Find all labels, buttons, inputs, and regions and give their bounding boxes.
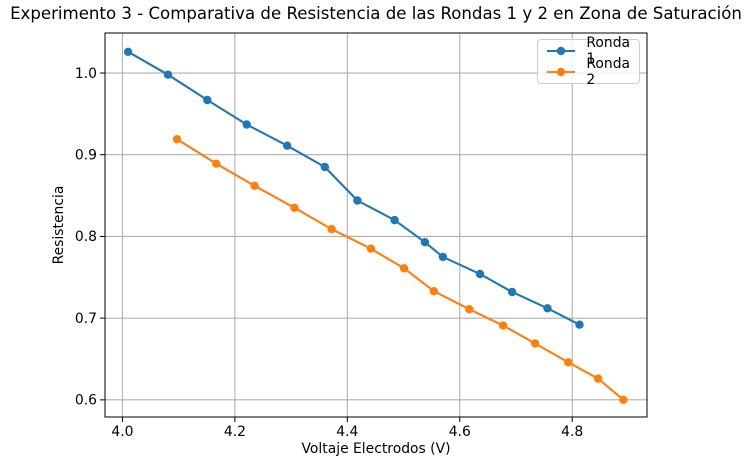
data-point	[290, 203, 299, 212]
x-tick-label: 4.6	[449, 424, 471, 440]
axes-spines	[104, 32, 648, 418]
x-tick-label: 4.8	[561, 424, 583, 440]
data-point	[420, 238, 430, 247]
x-axis-label: Voltaje Electrodos (V)	[301, 441, 451, 457]
data-point	[530, 339, 540, 348]
y-tick-label: 0.6	[75, 393, 97, 409]
data-point	[366, 244, 376, 253]
data-point	[172, 135, 182, 144]
x-tick-label: 4.4	[336, 424, 358, 440]
y-tick-label: 1.0	[75, 66, 97, 82]
chart-title: Experimento 3 - Comparativa de Resistenc…	[10, 4, 742, 23]
data-point	[575, 320, 584, 329]
y-axis-label: Resistencia	[51, 185, 67, 265]
data-point	[123, 47, 133, 56]
data-point	[438, 252, 448, 262]
x-tick-label: 4.2	[224, 424, 246, 440]
legend-label-ronda-1: Ronda 1	[586, 35, 631, 67]
data-point	[353, 196, 362, 205]
data-point	[465, 305, 474, 314]
data-point	[564, 358, 573, 367]
data-point	[498, 321, 508, 330]
y-tick-label: 0.9	[75, 148, 97, 164]
x-tick-label: 4.0	[111, 424, 133, 440]
legend-line-marker-ronda-1	[547, 46, 575, 56]
y-tick-label: 0.8	[75, 229, 97, 245]
series-line-0	[127, 50, 580, 326]
data-point	[429, 287, 439, 296]
data-point	[390, 215, 399, 225]
legend: Ronda 1 Ronda 2	[537, 35, 640, 88]
data-point	[283, 141, 292, 150]
data-point	[327, 224, 336, 234]
legend-item-ronda-2: Ronda 2	[545, 56, 639, 88]
data-point	[543, 304, 552, 313]
y-tick-label: 0.7	[75, 311, 97, 327]
data-point	[212, 159, 221, 168]
data-point	[507, 287, 517, 297]
legend-line-marker-ronda-2	[547, 67, 575, 77]
data-point	[203, 95, 212, 105]
data-point	[475, 269, 485, 279]
data-point	[250, 181, 259, 190]
data-point	[163, 70, 173, 79]
legend-label-ronda-2: Ronda 2	[586, 56, 631, 88]
series-line-1	[176, 138, 625, 401]
data-point	[619, 395, 628, 404]
data-point	[320, 162, 329, 172]
legend-item-ronda-1: Ronda 1	[545, 35, 639, 67]
data-point	[242, 120, 251, 129]
data-point	[593, 374, 603, 383]
data-point	[399, 264, 409, 273]
